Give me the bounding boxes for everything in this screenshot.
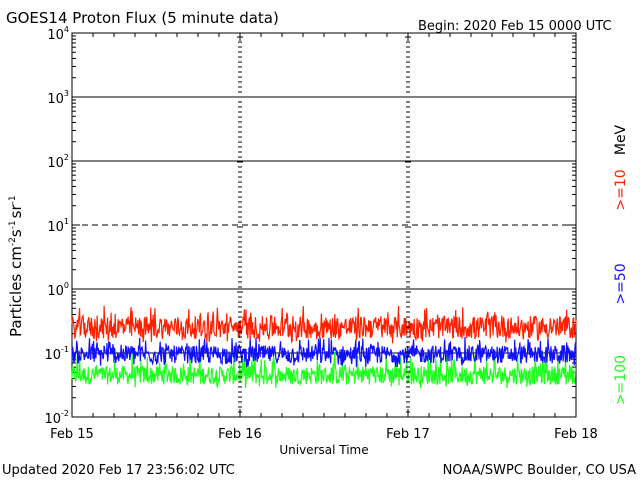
- y-tick-base: 10: [47, 156, 64, 171]
- y-tick-exponent: 0: [64, 281, 69, 290]
- series-line-ge50: [71, 336, 577, 368]
- y-tick-label: 100: [47, 281, 69, 299]
- chart-title: GOES14 Proton Flux (5 minute data): [6, 9, 279, 27]
- y-tick-base: 10: [47, 92, 64, 107]
- y-axis-label: Particles cm-2s-1sr-1: [7, 195, 25, 337]
- y-label-exp-2: -1: [8, 220, 18, 229]
- y-tick-base: 10: [47, 220, 64, 235]
- y-tick-base: 10: [44, 348, 61, 363]
- y-tick-label: 10-2: [44, 409, 69, 427]
- legend-ge50: >=50: [613, 263, 629, 304]
- updated-timestamp: Updated 2020 Feb 17 23:56:02 UTC: [2, 463, 235, 478]
- y-tick-label: 104: [47, 25, 69, 43]
- day-divider-ticks: [71, 33, 577, 417]
- y-tick-label: 103: [47, 89, 69, 107]
- series-layer: [71, 305, 577, 389]
- x-axis-tick-labels: Feb 15 Feb 16 Feb 17 Feb 18: [50, 427, 598, 442]
- y-tick-base: 10: [44, 412, 61, 427]
- y-tick-exponent: -1: [61, 345, 69, 354]
- y-tick-exponent: 3: [64, 89, 69, 98]
- x-tick-label: Feb 15: [50, 427, 94, 442]
- begin-time-label: Begin: 2020 Feb 15 0000 UTC: [418, 19, 612, 34]
- y-tick-exponent: 1: [64, 217, 69, 226]
- y-tick-base: 10: [47, 28, 64, 43]
- y-label-exp-1: -2: [8, 237, 18, 246]
- y-tick-label: 101: [47, 217, 69, 235]
- source-label: NOAA/SWPC Boulder, CO USA: [443, 463, 636, 478]
- y-tick-exponent: 2: [64, 153, 69, 162]
- y-label-exp-3: -1: [8, 195, 18, 204]
- y-label-text-3: sr: [7, 204, 25, 219]
- y-tick-exponent: 4: [64, 25, 69, 34]
- y-tick-label: 10-1: [44, 345, 69, 363]
- x-tick-label: Feb 16: [218, 427, 262, 442]
- legend-ge100: >=100: [613, 355, 629, 405]
- x-tick-label: Feb 17: [386, 427, 430, 442]
- legend-ge10: >=10: [613, 169, 629, 210]
- x-tick-label: Feb 18: [554, 427, 598, 442]
- series-line-ge10: [71, 305, 577, 344]
- x-axis-label: Universal Time: [279, 443, 368, 457]
- y-tick-exponent: -2: [61, 409, 69, 418]
- y-label-text-2: s: [7, 229, 25, 237]
- unit-label: MeV: [613, 124, 629, 155]
- y-tick-base: 10: [47, 284, 64, 299]
- y-label-text-1: Particles cm: [7, 246, 25, 337]
- series-line-ge100: [71, 350, 577, 389]
- y-tick-label: 102: [47, 153, 69, 171]
